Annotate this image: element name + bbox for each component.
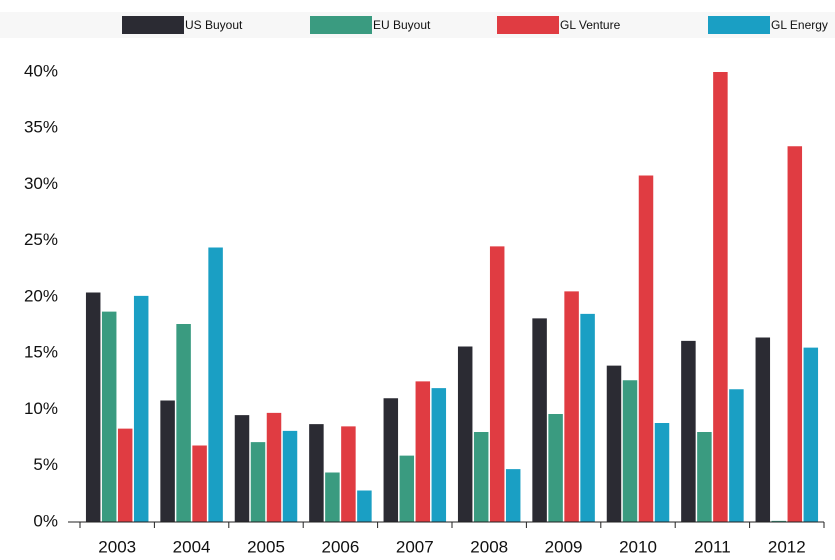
bar [505,469,521,522]
x-tick-label: 2009 [545,537,583,556]
bar [101,311,117,522]
bar [250,442,266,522]
bar [681,340,696,522]
bar [580,313,595,522]
x-tick-label: 2010 [619,537,657,556]
legend-swatch [708,16,770,34]
bar [473,432,489,522]
legend-label: GL Energy [771,18,828,32]
bar [234,415,250,522]
legend-label: EU Buyout [373,18,431,32]
bar [309,424,324,522]
legend-label: US Buyout [185,18,243,32]
x-tick-label: 2003 [98,537,136,556]
y-tick-label: 5% [33,455,58,474]
bar [415,381,431,522]
legend-label: GL Venture [560,18,621,32]
bar [341,426,356,522]
y-tick-label: 30% [24,174,58,193]
legend-swatch [497,16,559,34]
bar [697,432,712,522]
y-tick-label: 35% [24,118,58,137]
bar [803,347,819,522]
y-tick-label: 10% [24,399,58,418]
bar [755,337,771,522]
x-tick-label: 2004 [173,537,211,556]
bar [713,72,728,522]
bar [192,445,207,522]
y-tick-label: 25% [24,230,58,249]
x-tick-label: 2011 [694,537,731,556]
bar [357,490,372,522]
bar [383,398,399,522]
bar [85,292,101,522]
bar [176,324,191,522]
y-tick-label: 0% [33,511,58,530]
bar [489,246,505,522]
y-tick-label: 15% [24,343,58,362]
bar [532,318,547,522]
bar [457,346,473,522]
legend-swatch [122,16,184,34]
bar [787,146,803,522]
x-tick-label: 2008 [470,537,508,556]
bar [431,388,447,522]
bar [133,295,149,522]
x-tick-label: 2006 [321,537,359,556]
legend-swatch [310,16,372,34]
bar [729,389,744,522]
bar [282,430,298,522]
bar [548,414,563,522]
bar [208,247,223,522]
bar [771,520,787,522]
bar [117,428,133,522]
bar [622,380,638,522]
bar [266,412,282,522]
y-tick-label: 20% [24,286,58,305]
x-tick-label: 2012 [768,537,806,556]
bar [160,400,175,522]
bar [606,365,622,522]
bar [564,291,579,522]
y-tick-label: 40% [24,61,58,80]
x-tick-label: 2007 [396,537,434,556]
bar [399,455,415,522]
bar [638,175,654,522]
bar [325,472,340,522]
bar [654,423,670,522]
x-tick-label: 2005 [247,537,285,556]
